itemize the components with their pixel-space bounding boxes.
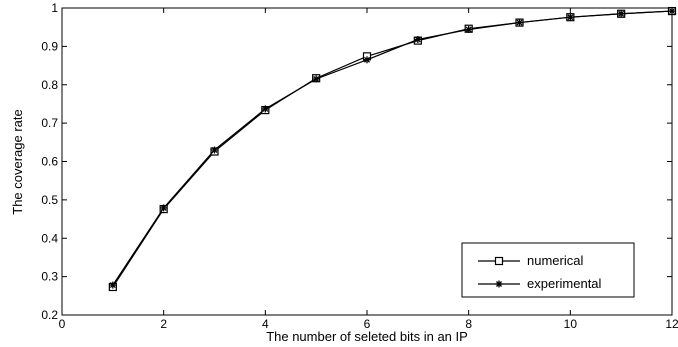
x-tick-label: 10 xyxy=(564,317,578,331)
x-tick-label: 8 xyxy=(465,317,472,331)
experimental-point xyxy=(465,25,473,33)
legend-box xyxy=(461,242,635,298)
star-stroke xyxy=(465,26,472,33)
star-stroke xyxy=(211,147,218,153)
star-stroke xyxy=(262,105,269,112)
star-stroke xyxy=(414,36,421,43)
y-axis-label: The coverage rate xyxy=(10,109,25,215)
y-tick-label: 0.4 xyxy=(41,231,58,245)
star-stroke xyxy=(160,204,167,211)
y-tick-label: 0.5 xyxy=(41,193,58,207)
star-stroke xyxy=(618,10,625,17)
legend-label-experimental: experimental xyxy=(527,276,602,291)
legend-entries xyxy=(478,256,520,288)
y-tick-label: 0.7 xyxy=(41,116,58,130)
y-tick-label: 0.3 xyxy=(41,270,58,284)
experimental-point xyxy=(566,13,574,21)
experimental-point xyxy=(312,75,320,83)
star-stroke xyxy=(496,281,502,287)
series-experimental xyxy=(109,7,676,289)
experimental-point xyxy=(617,10,625,18)
star-stroke xyxy=(567,14,574,21)
x-tick-label: 2 xyxy=(160,317,167,331)
star-stroke xyxy=(364,56,370,63)
legend-label-numerical: numerical xyxy=(527,253,583,268)
experimental-point xyxy=(160,204,168,212)
star-stroke xyxy=(516,19,523,26)
experimental-line xyxy=(112,10,673,286)
axes: 0 2 4 6 8 10 12 0.2 0.3 0.4 0.5 0.6 0.7 0.8 0.9 1 xyxy=(41,1,678,331)
plot-series xyxy=(108,6,677,292)
x-tick-label: 6 xyxy=(364,317,371,331)
x-tick-label: 0 xyxy=(59,317,66,331)
experimental-point xyxy=(261,105,269,113)
experimental-point xyxy=(109,281,117,289)
x-tick-label: 12 xyxy=(665,317,678,331)
experimental-point xyxy=(516,19,523,27)
star-stroke xyxy=(669,8,675,15)
y-tick-label: 0.8 xyxy=(41,78,58,92)
star-stroke xyxy=(109,282,116,289)
legend-marker-experimental xyxy=(495,280,503,288)
experimental-point xyxy=(363,56,371,64)
experimental-point xyxy=(668,7,676,15)
legend-marker-numerical xyxy=(494,256,504,266)
x-axis-label: The number of seleted bits in an IP xyxy=(266,329,468,344)
experimental-point xyxy=(211,146,218,154)
x-tick-label: 4 xyxy=(262,317,269,331)
y-tick-label: 0.9 xyxy=(41,39,58,53)
legend: numerical experimental xyxy=(461,242,635,298)
star-stroke xyxy=(313,76,320,82)
y-tick-label: 0.2 xyxy=(41,308,58,322)
y-tick-label: 0.6 xyxy=(41,155,58,169)
experimental-point xyxy=(414,35,422,43)
y-tick-label: 1 xyxy=(51,1,58,15)
